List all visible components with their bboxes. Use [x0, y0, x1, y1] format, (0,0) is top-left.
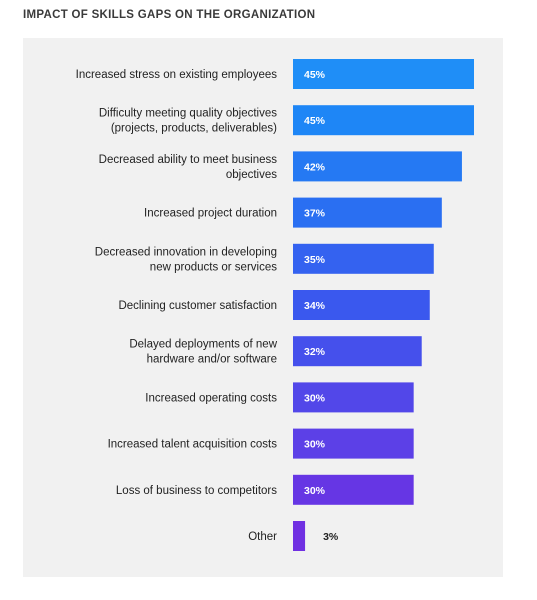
- bar: [293, 382, 414, 413]
- category-label-line: Increased stress on existing employees: [76, 69, 278, 81]
- category-label-line: Decreased ability to meet business: [99, 154, 278, 166]
- chart-title: IMPACT OF SKILLS GAPS ON THE ORGANIZATIO…: [23, 9, 316, 21]
- bar-value-label: 34%: [304, 300, 326, 312]
- category-label-line: Loss of business to competitors: [116, 485, 277, 497]
- category-label-line: Other: [248, 531, 277, 543]
- category-label: Difficulty meeting quality objectives (pr…: [99, 108, 277, 135]
- category-label: Other: [248, 531, 277, 543]
- bar-value-label: 45%: [304, 115, 326, 127]
- category-label-line: Declining customer satisfaction: [118, 300, 277, 312]
- category-label-line: (projects, products, deliverables): [111, 123, 277, 135]
- bar-value-label: 30%: [304, 439, 326, 451]
- category-label-line: Difficulty meeting quality objectives: [99, 108, 277, 120]
- bar: [293, 197, 442, 228]
- bar-value-label: 30%: [304, 485, 326, 497]
- bar: [293, 474, 414, 505]
- bar-value-label: 3%: [323, 531, 339, 543]
- bar-value-label: 42%: [304, 161, 326, 173]
- category-label: Declining customer satisfaction: [118, 300, 277, 312]
- category-label: Decreased innovation in developing new pr…: [95, 246, 277, 273]
- bar-chart: 45% Increased stress on existing employee…: [76, 59, 474, 551]
- bar-value-label: 30%: [304, 392, 326, 404]
- category-label-line: objectives: [226, 169, 277, 181]
- bar: [293, 59, 474, 89]
- category-label-line: Increased talent acquisition costs: [108, 439, 278, 451]
- category-label: Increased project duration: [144, 208, 277, 220]
- category-label-line: Decreased innovation in developing: [95, 246, 277, 258]
- category-label-line: Delayed deployments of new: [129, 339, 277, 351]
- bar: [293, 290, 430, 320]
- category-label: Increased operating costs: [145, 392, 277, 404]
- bar: [293, 428, 414, 459]
- bar: [293, 521, 306, 551]
- bar-value-label: 45%: [304, 69, 326, 81]
- bar: [293, 151, 462, 182]
- category-label-line: Increased operating costs: [145, 392, 277, 404]
- bar-value-label: 35%: [304, 254, 326, 266]
- bar: [293, 105, 474, 136]
- category-label-line: new products or services: [150, 261, 277, 273]
- category-label: Decreased ability to meet business object…: [99, 154, 278, 181]
- bar: [293, 243, 434, 274]
- category-label: Increased talent acquisition costs: [108, 439, 278, 451]
- bar: [293, 336, 422, 367]
- category-label-line: hardware and/or software: [147, 354, 277, 366]
- chart-panel: 45% Increased stress on existing employee…: [23, 38, 503, 577]
- category-label: Increased stress on existing employees: [76, 69, 278, 81]
- category-label: Delayed deployments of new hardware and/o…: [129, 339, 277, 366]
- category-label: Loss of business to competitors: [116, 485, 277, 497]
- bar-value-label: 37%: [304, 208, 326, 220]
- bar-value-label: 32%: [304, 346, 326, 358]
- category-label-line: Increased project duration: [144, 208, 277, 220]
